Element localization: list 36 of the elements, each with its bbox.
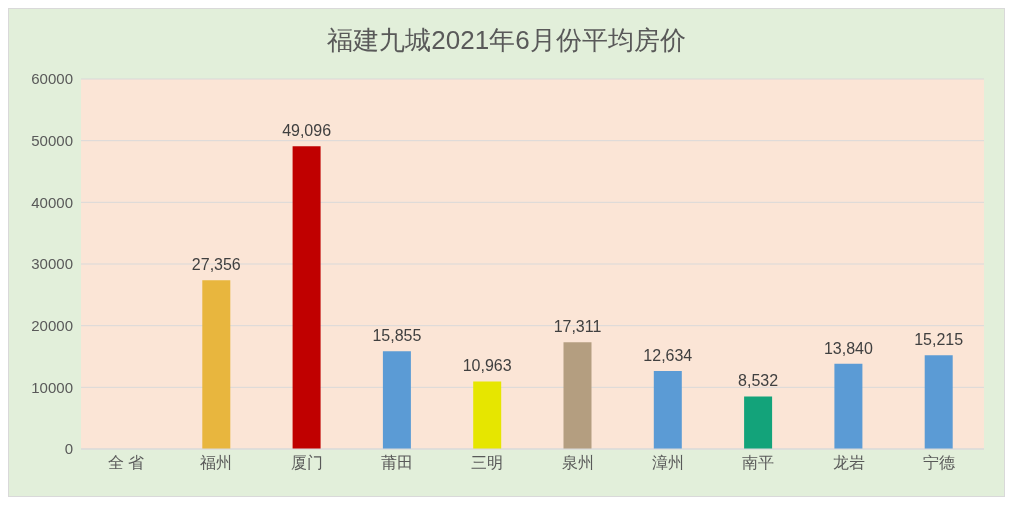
data-label: 13,840 <box>823 339 873 357</box>
bar <box>382 351 411 449</box>
y-tick-label: 60000 <box>31 70 73 88</box>
chart-title: 福建九城2021年6月份平均房价 <box>326 24 687 57</box>
x-tick-label: 全 省 <box>107 454 145 472</box>
data-label: 49,096 <box>282 122 332 140</box>
bar <box>473 381 502 449</box>
bar <box>292 146 321 449</box>
bar <box>653 371 682 449</box>
y-tick-label: 50000 <box>31 131 73 149</box>
bar <box>834 363 863 449</box>
data-label: 17,311 <box>553 318 602 336</box>
y-tick-label: 30000 <box>31 255 73 273</box>
x-tick-label: 三明 <box>471 454 504 472</box>
data-label: 15,855 <box>372 327 422 345</box>
x-tick-label: 福州 <box>200 454 233 472</box>
bar <box>563 342 592 449</box>
data-label: 10,963 <box>462 357 512 375</box>
x-tick-label: 泉州 <box>561 454 594 472</box>
bar <box>744 396 773 449</box>
data-label: 8,532 <box>738 372 779 390</box>
data-label: 15,215 <box>914 331 964 349</box>
y-tick-label: 10000 <box>31 378 73 396</box>
x-tick-label: 南平 <box>742 454 775 472</box>
data-label: 27,356 <box>191 256 241 274</box>
data-label: 12,634 <box>643 347 693 365</box>
y-tick-label: 20000 <box>31 316 73 334</box>
bar <box>924 355 953 449</box>
bar <box>202 280 231 449</box>
x-tick-label: 莆田 <box>381 454 414 472</box>
y-tick-label: 40000 <box>31 193 73 211</box>
x-tick-label: 宁德 <box>922 454 955 472</box>
y-tick-label: 0 <box>64 440 73 458</box>
x-tick-label: 厦门 <box>290 454 323 472</box>
x-tick-label: 龙岩 <box>832 454 865 472</box>
x-tick-label: 漳州 <box>651 454 684 472</box>
